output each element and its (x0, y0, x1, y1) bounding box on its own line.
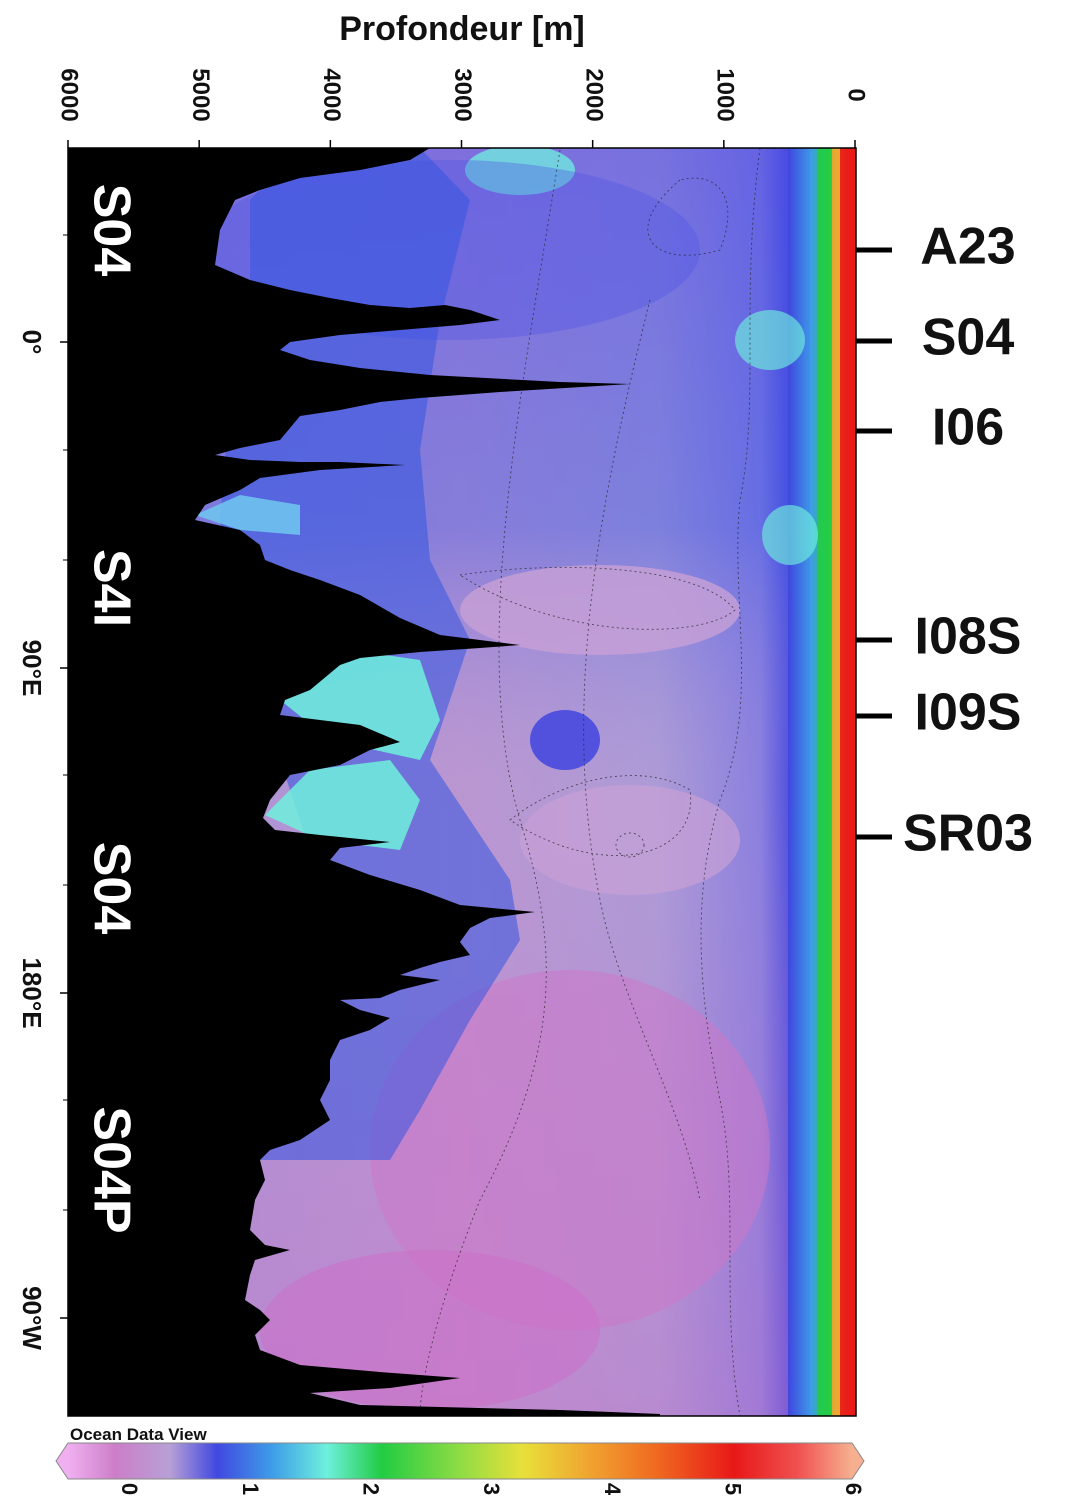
depth-tick-label: 1000 (711, 68, 738, 121)
pink-patch-c (370, 970, 770, 1330)
colorbar-tick-label: 1 (238, 1483, 263, 1495)
colorbar-tick-label: 6 (841, 1483, 866, 1495)
cyan-bottom-patch-3 (195, 495, 300, 535)
depth-tick-label: 6000 (56, 68, 83, 121)
crossing-label: A23 (920, 218, 1015, 276)
pink-patch-a (460, 565, 740, 655)
cyan-patch-top (465, 148, 575, 195)
pink-patch-b (520, 785, 740, 895)
surface-orange-layer (832, 148, 840, 1416)
depth-tick-label: 0 (843, 88, 870, 101)
colorbar-tick-label: 5 (721, 1483, 746, 1495)
plot-area (68, 148, 856, 1416)
section-label: S04 (82, 842, 140, 935)
colorbar-body (55, 1442, 865, 1480)
cyan-patch-mid (762, 505, 818, 565)
longitude-axis: 0° 90°E 180°E 90°W (17, 234, 68, 1350)
blue-core (530, 710, 600, 770)
cyan-patch-upper (735, 310, 805, 370)
colorbar-tick-label: 3 (479, 1483, 504, 1495)
depth-axis-title: Profondeur [m] (339, 10, 585, 48)
crossing-lines: A23 S04 I06 I08S I09S SR03 (856, 218, 1033, 863)
section-labels: S04 S4I S04 S04P (82, 184, 140, 1234)
colorbar-tick-label: 4 (600, 1483, 625, 1496)
crossing-label: I08S (915, 608, 1022, 666)
crossing-label: I06 (932, 399, 1004, 457)
depth-axis: 6000 5000 4000 3000 2000 1000 0 (56, 68, 870, 148)
depth-tick-label: 3000 (449, 68, 476, 121)
depth-tick-label: 4000 (318, 68, 345, 121)
crossing-label: SR03 (903, 805, 1033, 863)
longitude-tick-label: 0° (17, 330, 47, 355)
seafloor-bathymetry (68, 148, 660, 1416)
depth-tick-label: 5000 (187, 68, 214, 121)
cyan-bottom-patch-2 (265, 760, 420, 850)
colorbar-tick-label: 0 (117, 1483, 142, 1495)
surface-red-layer (840, 148, 856, 1416)
section-label: S04P (82, 1106, 140, 1233)
longitude-tick-label: 180°E (17, 957, 47, 1028)
crossing-label: I09S (915, 684, 1022, 742)
depth-tick-label: 2000 (580, 68, 607, 121)
surface-green-layer (818, 148, 832, 1416)
colorbar-tick-label: 2 (359, 1483, 384, 1495)
section-label: S04 (82, 184, 140, 277)
contour-lines (419, 148, 761, 1416)
colorbar-label: Ocean Data View (70, 1425, 207, 1444)
colorbar-ticks: 0 1 2 3 4 5 6 (117, 1483, 866, 1496)
longitude-tick-label: 90°W (17, 1286, 47, 1350)
section-label: S4I (82, 549, 140, 627)
colorbar: Ocean Data View 0 1 2 3 4 5 6 (55, 1425, 866, 1496)
longitude-tick-label: 90°E (17, 640, 47, 697)
crossing-label: S04 (922, 309, 1015, 367)
